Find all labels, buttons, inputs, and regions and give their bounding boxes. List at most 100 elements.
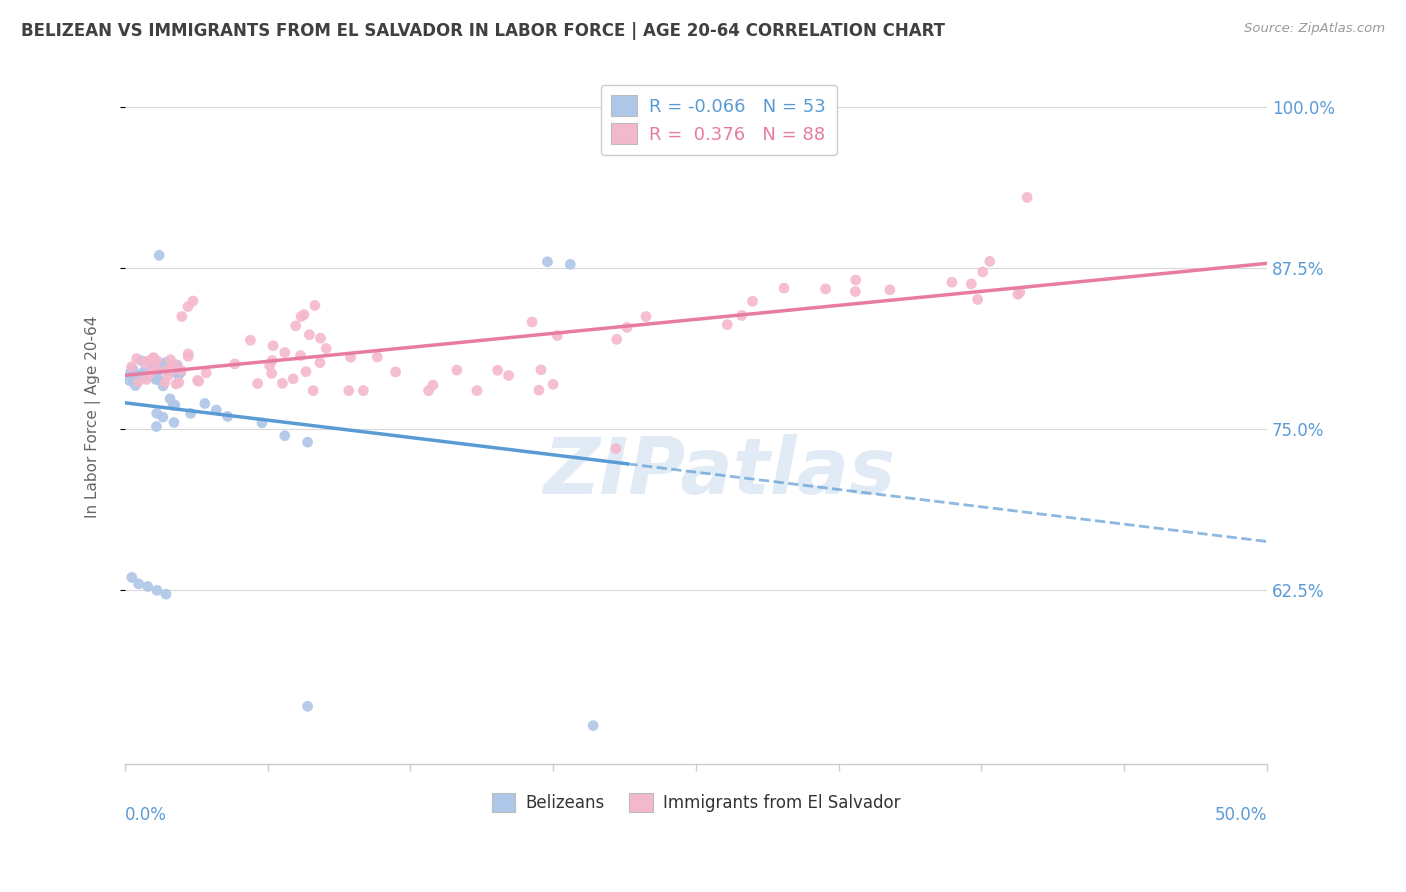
Point <box>150 359 173 373</box>
Point <box>879 283 901 297</box>
Point <box>195 366 218 380</box>
Point <box>290 310 312 324</box>
Point <box>616 320 638 334</box>
Point <box>159 364 181 378</box>
Point <box>298 327 321 342</box>
Point <box>141 366 163 380</box>
Point <box>315 342 337 356</box>
Point <box>731 309 754 323</box>
Point <box>1015 190 1038 204</box>
Point <box>145 419 167 434</box>
Point <box>159 392 181 406</box>
Point <box>146 372 169 386</box>
Point <box>259 359 281 373</box>
Point <box>309 356 332 370</box>
Point <box>122 368 145 382</box>
Point <box>271 376 294 391</box>
Point <box>582 718 605 732</box>
Point <box>163 416 186 430</box>
Point <box>814 282 837 296</box>
Point <box>157 368 180 383</box>
Point <box>283 372 305 386</box>
Point <box>131 354 153 368</box>
Point <box>498 368 520 383</box>
Point <box>194 396 217 410</box>
Point <box>941 275 963 289</box>
Point <box>160 357 183 371</box>
Point <box>120 365 142 379</box>
Y-axis label: In Labor Force | Age 20-64: In Labor Force | Age 20-64 <box>86 315 101 517</box>
Point <box>153 376 176 390</box>
Point <box>166 358 188 372</box>
Point <box>292 308 315 322</box>
Point <box>156 359 179 374</box>
Point <box>966 293 988 307</box>
Point <box>546 328 568 343</box>
Point <box>159 352 181 367</box>
Point <box>224 357 246 371</box>
Point <box>187 373 209 387</box>
Point <box>187 374 209 388</box>
Point <box>165 358 187 372</box>
Point <box>520 315 543 329</box>
Point <box>295 365 318 379</box>
Point <box>143 362 166 376</box>
Point <box>250 416 273 430</box>
Point <box>162 399 184 413</box>
Point <box>741 294 763 309</box>
Point <box>160 362 183 376</box>
Point <box>297 699 319 714</box>
Point <box>163 398 186 412</box>
Point <box>274 345 297 359</box>
Point <box>145 365 167 379</box>
Point <box>132 365 155 379</box>
Point <box>339 351 361 365</box>
Point <box>541 377 564 392</box>
Point <box>384 365 406 379</box>
Point <box>1007 287 1029 301</box>
Point <box>129 368 152 383</box>
Text: 0.0%: 0.0% <box>125 806 167 824</box>
Point <box>960 277 983 291</box>
Point <box>845 273 868 287</box>
Point <box>446 363 468 377</box>
Point <box>170 363 193 377</box>
Point <box>122 374 145 388</box>
Point <box>148 372 170 386</box>
Point <box>262 339 284 353</box>
Point <box>125 351 148 366</box>
Point <box>145 373 167 387</box>
Point <box>530 363 553 377</box>
Point <box>127 375 149 389</box>
Point <box>165 376 187 391</box>
Point <box>167 376 190 390</box>
Text: BELIZEAN VS IMMIGRANTS FROM EL SALVADOR IN LABOR FORCE | AGE 20-64 CORRELATION C: BELIZEAN VS IMMIGRANTS FROM EL SALVADOR … <box>21 22 945 40</box>
Point <box>166 366 188 380</box>
Point <box>135 372 157 386</box>
Point <box>118 374 141 388</box>
Point <box>716 318 738 332</box>
Point <box>167 368 190 382</box>
Point <box>309 331 332 345</box>
Point <box>181 294 204 309</box>
Point <box>304 298 326 312</box>
Point <box>155 587 177 601</box>
Point <box>290 349 312 363</box>
Point <box>205 403 228 417</box>
Text: Source: ZipAtlas.com: Source: ZipAtlas.com <box>1244 22 1385 36</box>
Point <box>124 378 146 392</box>
Point <box>418 384 440 398</box>
Point <box>160 358 183 372</box>
Point <box>844 285 866 299</box>
Point <box>128 577 150 591</box>
Point <box>170 310 193 324</box>
Point <box>979 254 1001 268</box>
Point <box>773 281 796 295</box>
Point <box>153 355 176 369</box>
Point <box>302 384 325 398</box>
Point <box>121 570 143 584</box>
Point <box>145 368 167 382</box>
Point <box>465 384 488 398</box>
Point <box>122 362 145 376</box>
Point <box>170 365 193 379</box>
